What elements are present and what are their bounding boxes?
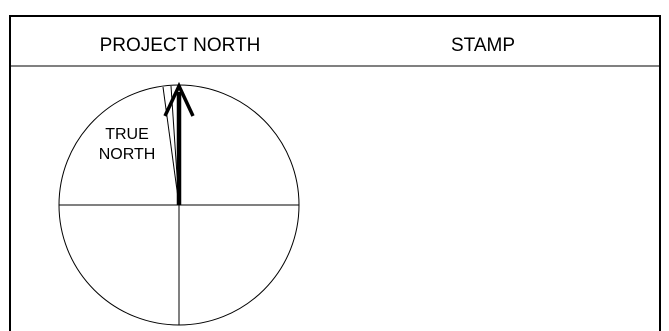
true-north-line <box>162 86 180 206</box>
true-north-label-line1: TRUE <box>105 126 149 143</box>
true-north-label-line2: NORTH <box>99 146 156 163</box>
project-north-arrowhead <box>163 81 195 117</box>
project-north-title: PROJECT NORTH <box>100 35 261 56</box>
stamp-title: STAMP <box>451 35 515 56</box>
outer-frame <box>9 15 661 331</box>
